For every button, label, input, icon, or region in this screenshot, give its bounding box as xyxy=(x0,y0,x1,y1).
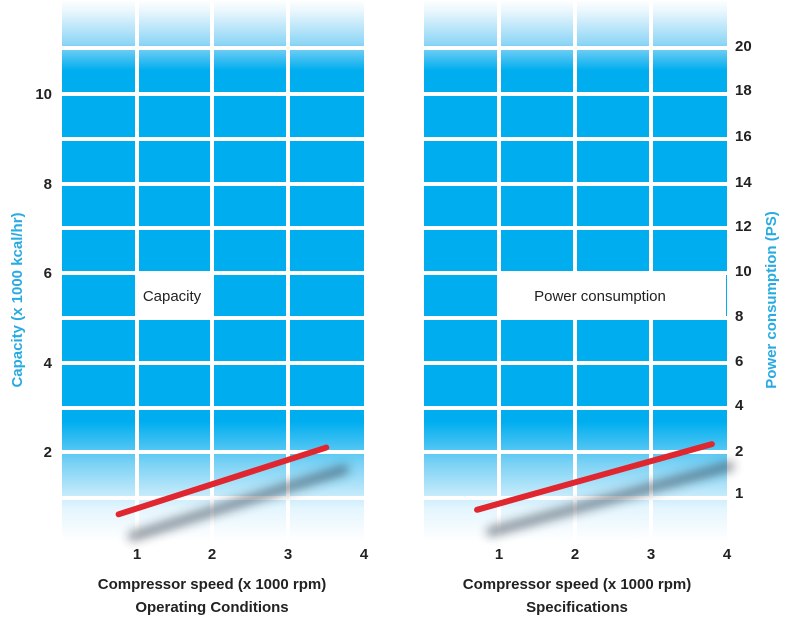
y-tick-label: 16 xyxy=(735,128,752,145)
right-x-axis-title: Compressor speed (x 1000 rpm) xyxy=(463,576,691,593)
y-tick-label: 12 xyxy=(735,218,752,235)
y-tick-label: 14 xyxy=(735,174,752,191)
left-grid xyxy=(62,0,364,541)
series-shadow xyxy=(486,461,735,537)
x-tick-label: 4 xyxy=(360,546,369,563)
y-tick-label: 6 xyxy=(44,265,52,282)
y-tick-label: 1 xyxy=(735,485,743,502)
left-chart-title: Operating Conditions xyxy=(135,599,288,616)
left-series-label-box xyxy=(136,271,212,320)
y-tick-label: 4 xyxy=(735,397,744,414)
y-tick-label: 20 xyxy=(735,38,752,55)
left-series-label: Capacity xyxy=(143,288,202,305)
right-x-ticks: 1 2 3 4 xyxy=(495,546,732,563)
x-tick-label: 1 xyxy=(495,546,503,563)
right-y-axis-title: Power consumption (PS) xyxy=(763,211,780,389)
y-tick-label: 10 xyxy=(35,86,52,103)
x-tick-label: 3 xyxy=(284,546,292,563)
y-tick-label: 2 xyxy=(44,444,52,461)
x-tick-label: 1 xyxy=(133,546,141,563)
y-tick-label: 6 xyxy=(735,353,743,370)
left-series xyxy=(115,444,349,541)
series-line xyxy=(474,441,715,513)
x-tick-label: 3 xyxy=(647,546,655,563)
left-y-axis-title: Capacity (x 1000 kcal/hr) xyxy=(9,212,26,387)
left-x-ticks: 1 2 3 4 xyxy=(133,546,369,563)
series-line xyxy=(115,444,330,518)
left-x-axis-title: Compressor speed (x 1000 rpm) xyxy=(98,576,326,593)
y-tick-label: 2 xyxy=(735,443,743,460)
right-series xyxy=(474,441,735,537)
y-tick-label: 4 xyxy=(44,355,53,372)
y-tick-label: 10 xyxy=(735,263,752,280)
x-tick-label: 2 xyxy=(208,546,216,563)
left-y-ticks: 2 4 6 8 10 xyxy=(35,86,52,461)
x-tick-label: 2 xyxy=(571,546,579,563)
y-tick-label: 8 xyxy=(44,176,52,193)
series-shadow xyxy=(128,465,349,541)
right-series-label-box xyxy=(497,271,726,320)
left-panel: 1 2 3 4 2 4 6 8 10 Capacity Capacity (x 1000 kc… xyxy=(9,0,369,616)
y-tick-label: 8 xyxy=(735,308,743,325)
y-tick-label: 18 xyxy=(735,82,752,99)
right-series-label: Power consumption xyxy=(534,288,666,305)
x-tick-label: 4 xyxy=(723,546,732,563)
right-chart-title: Specifications xyxy=(526,599,628,616)
